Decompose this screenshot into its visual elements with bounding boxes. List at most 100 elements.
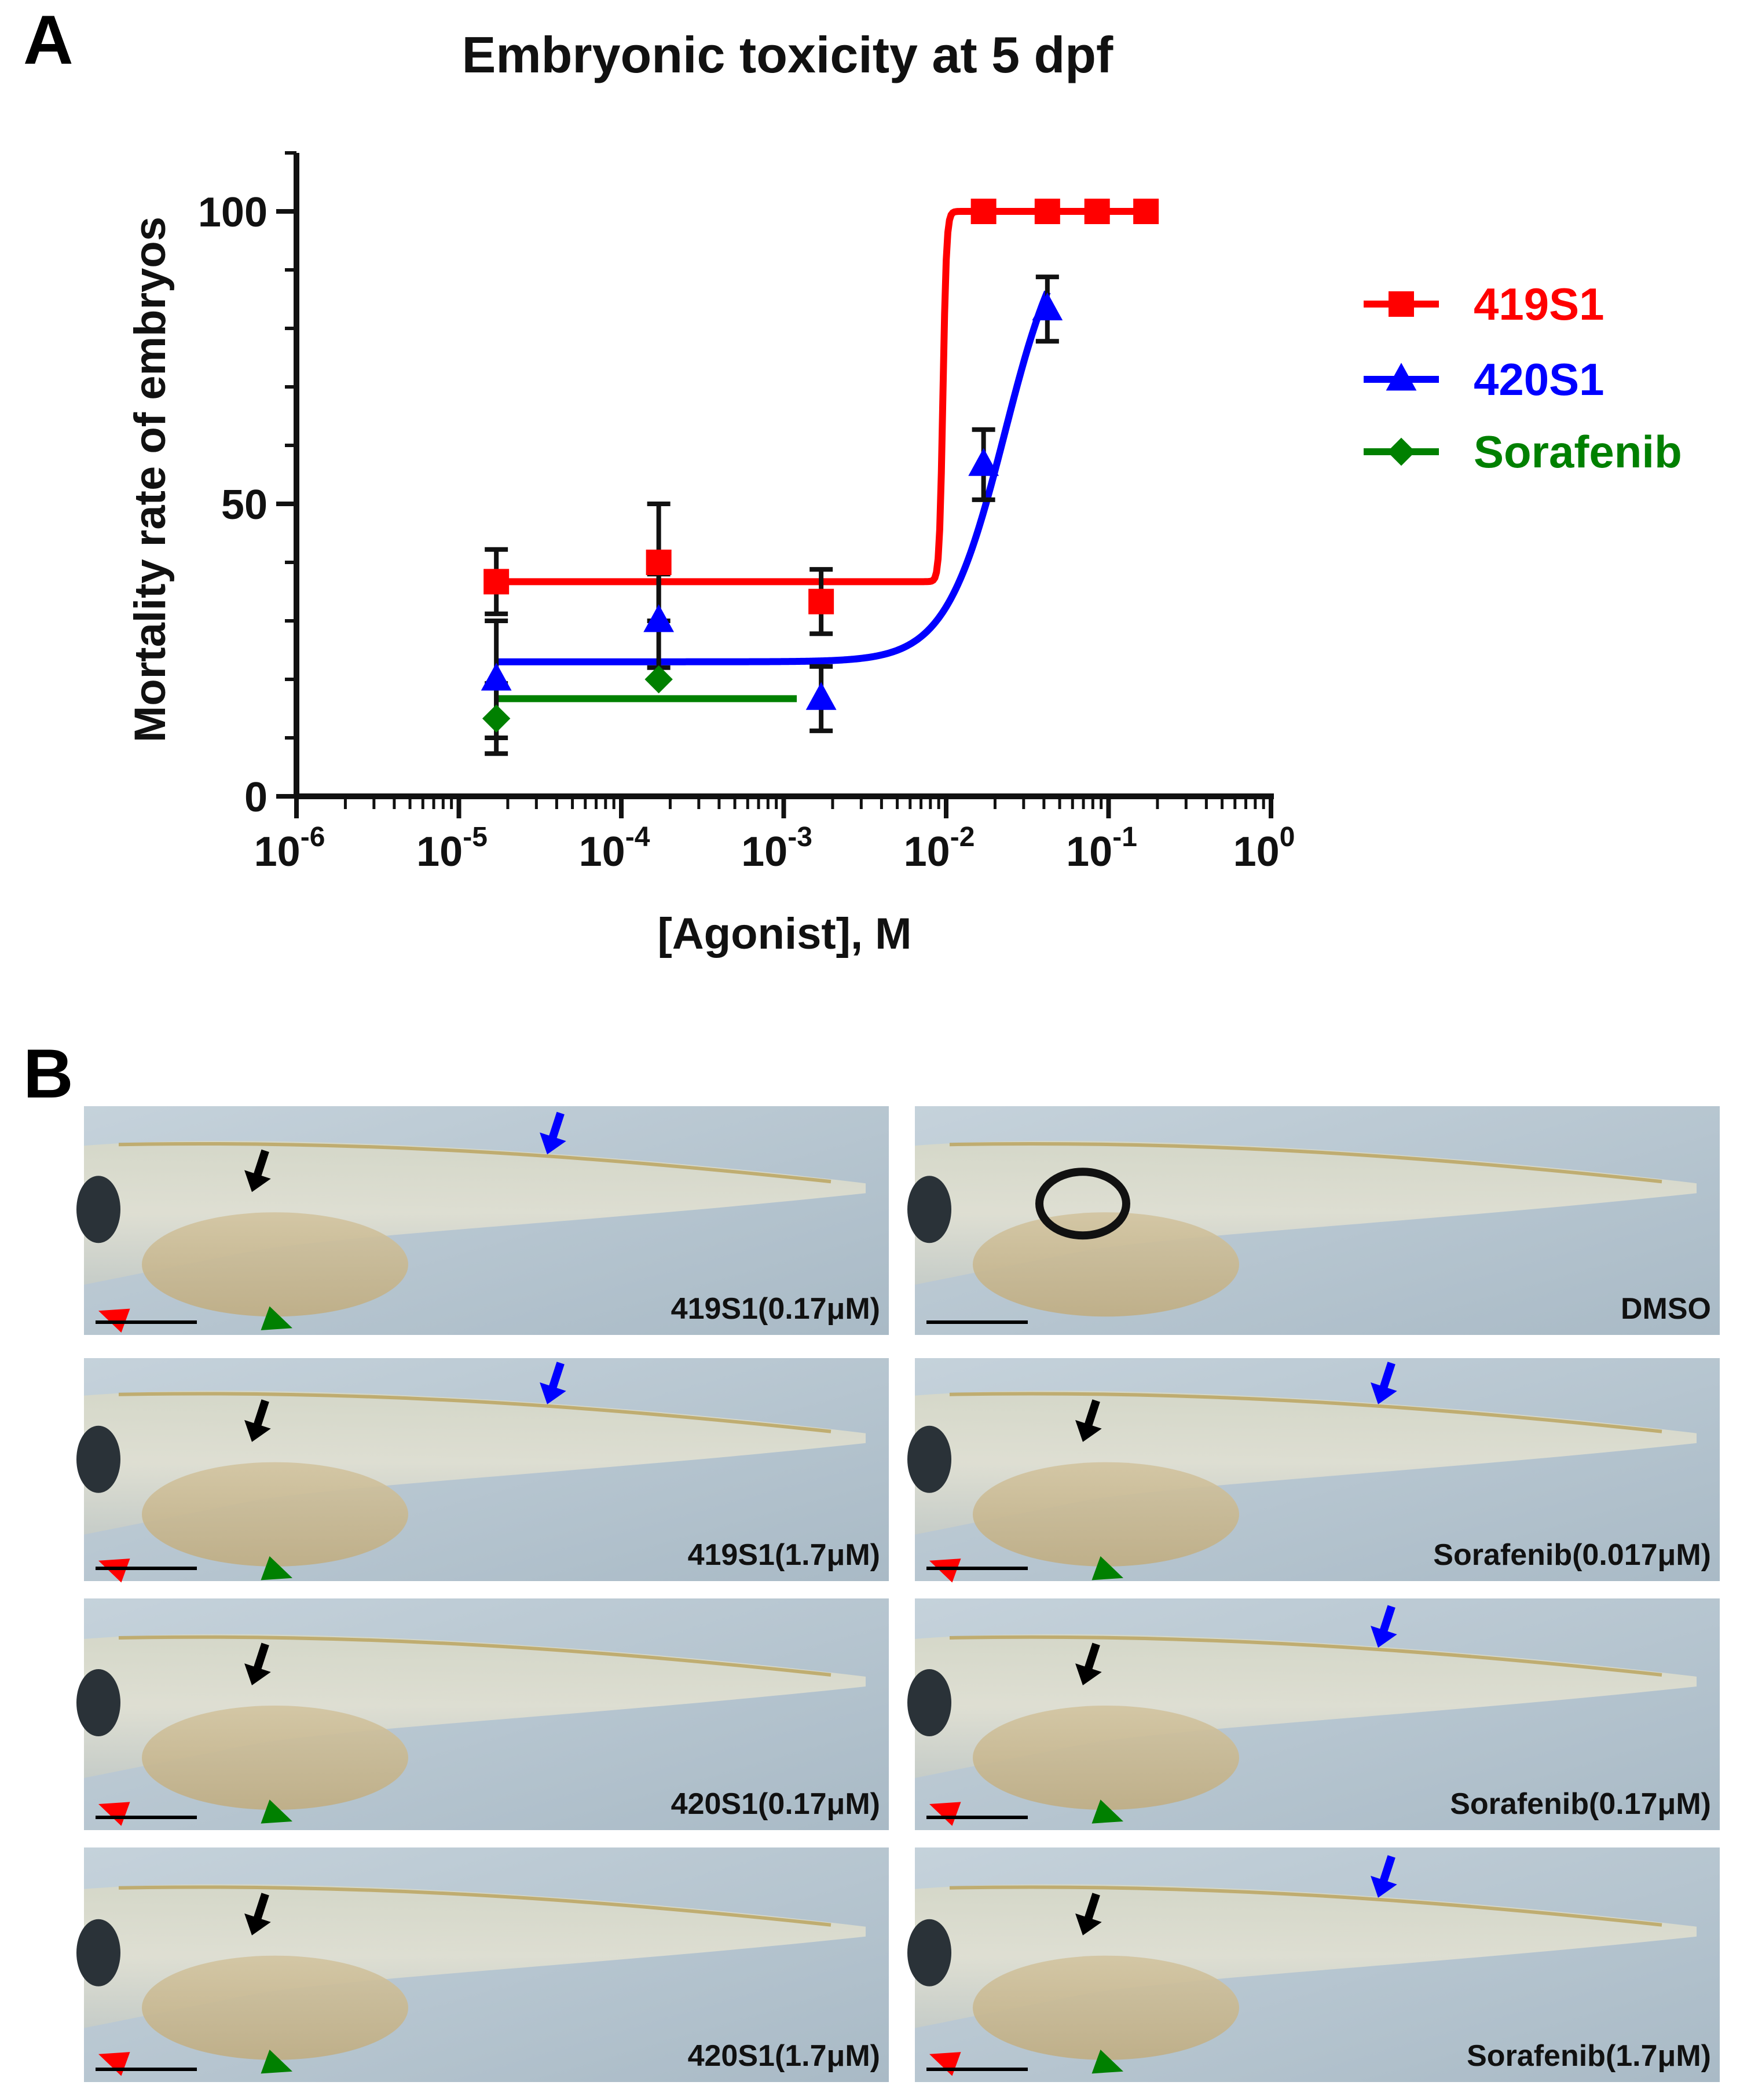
x-tick-base: 10	[741, 829, 787, 875]
green-arrowhead	[261, 2049, 292, 2074]
green-arrowhead	[1091, 2049, 1123, 2074]
chart-data-points	[481, 199, 1159, 733]
black-arrow	[244, 1893, 271, 1936]
larva-eye	[76, 1669, 120, 1736]
yolk-sac	[142, 1955, 408, 2060]
larva-body	[915, 1634, 1697, 1778]
x-tick-exponent: -2	[950, 822, 975, 853]
yolk-sac	[142, 1462, 408, 1567]
image-label: Sorafenib(0.017μM)	[1433, 1538, 1711, 1572]
data-point-419S1	[808, 588, 834, 614]
fish-image: Sorafenib(0.17μM)	[907, 1598, 1720, 1830]
y-tick-label: 0	[244, 774, 268, 821]
black-arrow	[244, 1642, 271, 1685]
x-tick-base: 10	[254, 829, 301, 875]
image-label: Sorafenib(1.7μM)	[1467, 2039, 1711, 2073]
x-tick-exponent: -6	[301, 822, 325, 853]
fish-image: 419S1(0.17μM)	[76, 1106, 889, 1335]
larva-body	[84, 1391, 866, 1535]
yolk-sac	[142, 1706, 408, 1810]
legend-entry-419S1: 419S1	[1364, 279, 1605, 330]
larva-body	[84, 1141, 866, 1285]
data-point-Sorafenib	[644, 665, 673, 694]
larva-eye	[76, 1176, 120, 1243]
data-point-419S1	[483, 569, 510, 595]
image-label: DMSO	[1621, 1292, 1711, 1326]
x-tick-exponent: -1	[1112, 822, 1137, 853]
black-arrow	[244, 1399, 271, 1442]
fit-curve-420S1	[496, 290, 1051, 665]
x-tick-base: 10	[1066, 829, 1112, 875]
red-arrowhead	[98, 1558, 130, 1583]
pigment-line	[118, 1392, 831, 1433]
legend-label: 419S1	[1474, 279, 1605, 330]
yolk-sac	[973, 1706, 1239, 1810]
image-label: 419S1(0.17μM)	[671, 1292, 880, 1326]
legend-entry-Sorafenib: Sorafenib	[1364, 426, 1682, 477]
pigment-line	[949, 1142, 1662, 1184]
data-point-420S1	[805, 682, 837, 710]
x-tick-base: 10	[1233, 829, 1280, 875]
pigment-line	[118, 1885, 831, 1927]
black-arrow	[1075, 1893, 1102, 1936]
legend-marker	[1387, 437, 1416, 466]
fish-image: Sorafenib(0.017μM)	[907, 1358, 1720, 1583]
pigment-line	[118, 1635, 831, 1677]
y-tick-label: 50	[221, 482, 268, 528]
x-tick-label: 10-5	[416, 822, 488, 875]
pigment-line	[118, 1142, 831, 1184]
red-arrowhead	[929, 1802, 961, 1826]
image-label: 419S1(1.7μM)	[688, 1538, 880, 1572]
larva-body	[915, 1391, 1697, 1535]
legend-label: Sorafenib	[1474, 426, 1682, 477]
x-tick-label: 10-6	[254, 822, 325, 875]
image-label: 420S1(1.7μM)	[688, 2039, 880, 2073]
x-tick-label: 100	[1233, 822, 1295, 875]
larva-eye	[76, 1919, 120, 1986]
x-tick-base: 10	[579, 829, 625, 875]
data-point-419S1	[1084, 199, 1110, 224]
chart-legend: 419S1 420S1 Sorafenib	[1364, 279, 1682, 477]
red-arrowhead	[98, 1802, 130, 1826]
yolk-sac	[973, 1462, 1239, 1567]
green-arrowhead	[1091, 1799, 1123, 1824]
x-tick-label: 10-2	[904, 822, 975, 875]
larva-eye	[907, 1919, 951, 1986]
x-tick-exponent: -3	[787, 822, 812, 853]
larva-eye	[907, 1425, 951, 1493]
blue-arrow	[1371, 1362, 1397, 1404]
data-point-Sorafenib	[482, 704, 511, 733]
x-tick-exponent: -5	[463, 822, 488, 853]
green-arrowhead	[261, 1799, 292, 1824]
larva-body	[84, 1884, 866, 2028]
data-point-419S1	[970, 199, 997, 224]
blue-arrow	[1371, 1605, 1397, 1648]
data-point-420S1	[643, 604, 675, 632]
green-arrowhead	[261, 1306, 292, 1330]
x-tick-label: 10-4	[579, 822, 650, 875]
x-tick-base: 10	[416, 829, 463, 875]
red-arrowhead	[929, 1558, 961, 1583]
larva-body	[84, 1634, 866, 1778]
y-axis-label: Mortality rate of embryos	[126, 217, 175, 742]
panel-b-letter: B	[23, 1035, 74, 1113]
x-tick-label: 10-3	[741, 822, 812, 875]
black-arrow	[1075, 1642, 1102, 1685]
blue-arrow	[540, 1111, 566, 1155]
fish-image: 420S1(1.7μM)	[76, 1847, 889, 2082]
chart-error-bars	[485, 275, 1059, 756]
image-label: Sorafenib(0.17μM)	[1450, 1787, 1711, 1821]
legend-marker	[1389, 291, 1414, 317]
data-point-419S1	[1133, 199, 1159, 224]
pigment-line	[949, 1392, 1662, 1433]
y-tick-label: 100	[198, 189, 268, 236]
green-arrowhead	[261, 1556, 292, 1581]
data-point-419S1	[646, 550, 672, 575]
fit-curve-419S1	[496, 208, 1146, 586]
data-point-419S1	[1034, 199, 1060, 224]
fish-image: 420S1(0.17μM)	[76, 1598, 889, 1830]
x-tick-exponent: -4	[625, 822, 650, 853]
pigment-line	[949, 1885, 1662, 1927]
